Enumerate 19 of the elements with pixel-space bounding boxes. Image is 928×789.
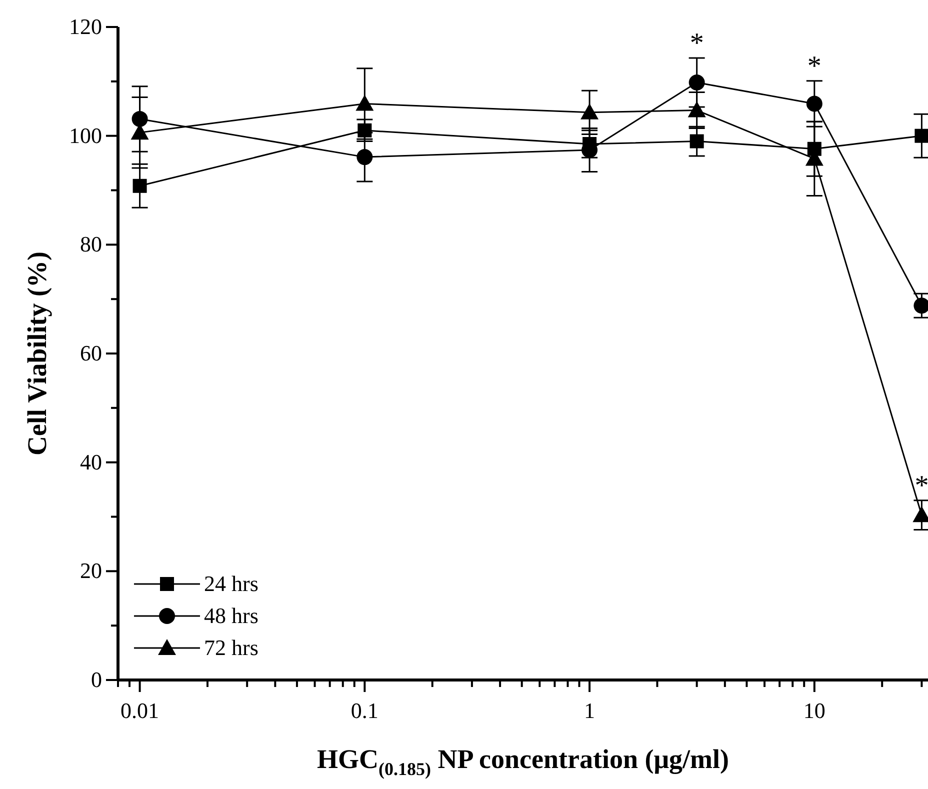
x-tick-label: 0.1 bbox=[350, 698, 378, 723]
x-tick-label: 0.01 bbox=[120, 698, 160, 723]
y-tick-label: 0 bbox=[91, 667, 102, 692]
y-tick-label: 100 bbox=[69, 122, 102, 148]
y-tick-label: 20 bbox=[80, 558, 102, 584]
legend-label: 48 hrs bbox=[204, 603, 258, 629]
x-tick-label: 1 bbox=[584, 698, 596, 723]
legend-label: 72 hrs bbox=[204, 635, 258, 661]
y-tick-label: 120 bbox=[69, 14, 102, 39]
annotation: * bbox=[914, 470, 928, 502]
x-axis-title: HGC$_{(0.185)}$ NP concentration (μg/ml) bbox=[316, 744, 730, 780]
annotation: * bbox=[690, 28, 704, 60]
y-tick-label: 40 bbox=[80, 449, 102, 474]
annotation: * bbox=[807, 50, 822, 82]
y-tick-label: 60 bbox=[80, 340, 102, 366]
y-tick-label: 80 bbox=[80, 232, 102, 257]
x-tick-label: 10 bbox=[803, 698, 826, 723]
legend-label: 24 hrs bbox=[204, 571, 258, 597]
y-axis-title: Cell Viability (%) bbox=[22, 252, 52, 456]
